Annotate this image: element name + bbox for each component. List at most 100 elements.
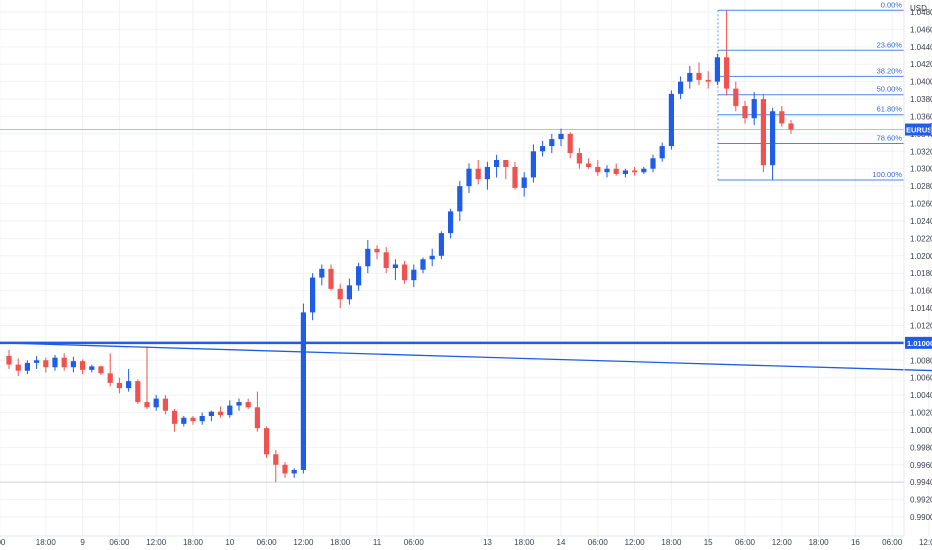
candle-up[interactable] (770, 107, 776, 181)
candle-down[interactable] (144, 346, 150, 410)
candle-up[interactable] (89, 364, 95, 373)
candle-down[interactable] (567, 132, 573, 159)
candle-body (668, 93, 674, 147)
candle-down[interactable] (586, 158, 592, 169)
candles[interactable] (6, 10, 794, 483)
candle-up[interactable] (622, 168, 628, 178)
price-tick-label: 1.03800 (910, 95, 932, 104)
fibonacci-retracement[interactable]: 0.00% 23.60% 38.20% 50.00% 61.80% 78.60% 100.0… (717, 0, 904, 181)
candle-down[interactable] (98, 365, 104, 376)
candle-up[interactable] (346, 278, 352, 305)
candle-down[interactable] (402, 261, 408, 284)
candle-up[interactable] (668, 90, 674, 150)
candle-up[interactable] (411, 264, 417, 288)
candle-down[interactable] (383, 247, 389, 274)
candle-down[interactable] (218, 406, 224, 418)
candle-up[interactable] (484, 161, 490, 190)
candle-down[interactable] (337, 283, 343, 309)
candle-up[interactable] (678, 76, 684, 100)
candle-up[interactable] (181, 416, 187, 427)
candle-up[interactable] (199, 412, 205, 425)
candle-up[interactable] (52, 355, 58, 371)
candle-down[interactable] (107, 353, 113, 387)
trendline[interactable] (0, 342, 932, 376)
candle-down[interactable] (190, 416, 196, 425)
candle-up[interactable] (494, 154, 500, 178)
candle-down[interactable] (15, 358, 21, 376)
candle-down[interactable] (135, 379, 141, 404)
candle-down[interactable] (733, 81, 739, 112)
candle-up[interactable] (356, 262, 362, 291)
candle-down[interactable] (116, 377, 122, 394)
candle-up[interactable] (687, 65, 693, 89)
candle-up[interactable] (604, 165, 610, 178)
candle-up[interactable] (650, 154, 656, 173)
candle-down[interactable] (80, 359, 86, 375)
candle-up[interactable] (126, 368, 132, 392)
candle-up[interactable] (319, 264, 325, 286)
candle-down[interactable] (742, 100, 748, 124)
candle-body (466, 168, 472, 187)
candle-down[interactable] (264, 426, 270, 458)
candle-down[interactable] (595, 160, 601, 176)
candle-down[interactable] (760, 93, 766, 173)
candle-body (530, 151, 536, 178)
candle-down[interactable] (613, 163, 619, 176)
candle-body (34, 360, 40, 363)
candle-up[interactable] (521, 172, 527, 197)
time-tick-label: 06:00 (882, 538, 903, 547)
horizontal-lines[interactable] (0, 129, 904, 483)
candle-down[interactable] (374, 245, 380, 260)
candle-down[interactable] (576, 147, 582, 169)
candle-down[interactable] (282, 462, 288, 478)
candle-down[interactable] (475, 160, 481, 185)
candle-up[interactable] (236, 398, 242, 411)
candle-down[interactable] (503, 160, 509, 180)
candle-up[interactable] (540, 140, 546, 157)
candle-up[interactable] (530, 144, 536, 183)
candle-up[interactable] (392, 259, 398, 281)
candle-down[interactable] (512, 161, 518, 190)
candle-up[interactable] (208, 410, 214, 422)
candle-down[interactable] (43, 357, 49, 373)
candle-down[interactable] (328, 264, 334, 291)
candle-up[interactable] (420, 257, 426, 274)
candle-up[interactable] (641, 166, 647, 174)
candle-up[interactable] (457, 180, 463, 221)
candle-down[interactable] (273, 449, 279, 483)
candle-up[interactable] (70, 356, 76, 373)
descending-trendline[interactable] (0, 342, 932, 376)
candle-down[interactable] (632, 166, 638, 176)
candle-up[interactable] (549, 133, 555, 154)
candle-up[interactable] (558, 128, 564, 147)
candle-body (760, 99, 766, 166)
candle-up[interactable] (153, 395, 159, 411)
candle-up[interactable] (291, 468, 297, 478)
candle-up[interactable] (429, 248, 435, 267)
candle-up[interactable] (714, 53, 720, 86)
candle-up[interactable] (659, 142, 665, 162)
candle-up[interactable] (310, 273, 316, 321)
candle-down[interactable] (779, 106, 785, 127)
candle-up[interactable] (34, 355, 40, 369)
candle-up[interactable] (438, 231, 444, 260)
candle-down[interactable] (696, 62, 702, 86)
candle-up[interactable] (365, 240, 371, 274)
candle-down[interactable] (705, 71, 711, 89)
candle-up[interactable] (466, 163, 472, 194)
candle-down[interactable] (61, 353, 67, 371)
candle-down[interactable] (245, 398, 251, 410)
candle-up[interactable] (300, 303, 306, 474)
candle-up[interactable] (751, 92, 757, 126)
candle-up[interactable] (448, 208, 454, 239)
candle-down[interactable] (6, 349, 12, 369)
candle-up[interactable] (24, 360, 30, 375)
candle-down[interactable] (724, 10, 730, 96)
candle-down[interactable] (172, 409, 178, 432)
candle-down[interactable] (254, 391, 260, 432)
candle-down[interactable] (788, 119, 794, 134)
candle-down[interactable] (162, 395, 168, 415)
candle-up[interactable] (227, 400, 233, 418)
time-axis[interactable]: :00 18:00 9 06:00 12:00 18:00 10 06:00 12:00 18:0… (0, 538, 932, 547)
